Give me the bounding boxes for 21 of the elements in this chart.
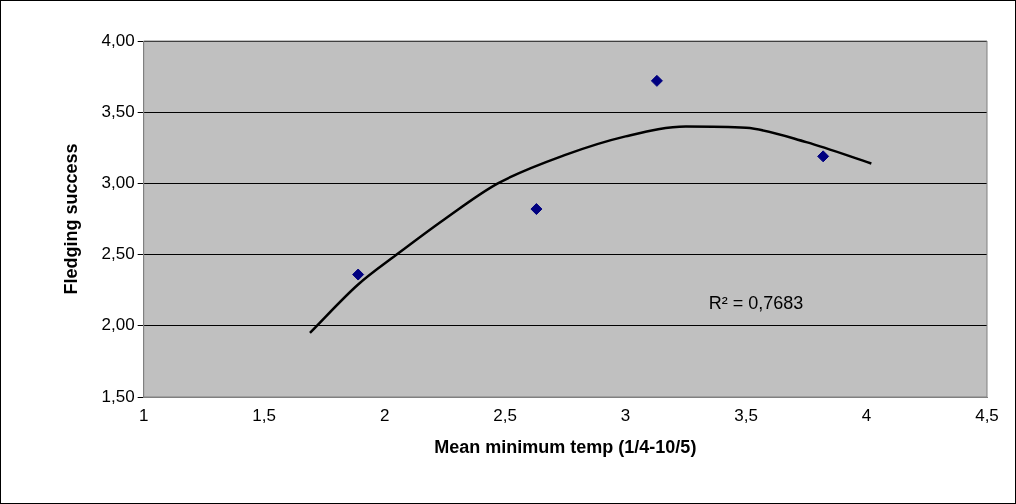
y-tick-label: 1,50 <box>101 386 135 406</box>
x-tick-label: 3 <box>620 405 631 425</box>
annotation: R² = 0,7683 <box>708 293 804 314</box>
x-tick-label: 1 <box>138 405 149 425</box>
x-tick-label: 4,5 <box>975 405 999 425</box>
y-tick-label: 2,00 <box>101 315 135 335</box>
y-tick-label: 4,00 <box>101 30 135 50</box>
x-tick-label: 3,5 <box>734 405 758 425</box>
point <box>530 203 543 216</box>
x-tick-label: 2 <box>379 405 390 425</box>
point <box>817 150 830 163</box>
point <box>650 74 663 87</box>
point <box>352 268 365 281</box>
y-axis-title: Fledging success <box>60 143 81 295</box>
y-tick-label: 2,50 <box>101 244 135 264</box>
x-tick-label: 1,5 <box>252 405 276 425</box>
x-axis-title: Mean minimum temp (1/4-10/5) <box>434 437 697 458</box>
x-tick-label: 2,5 <box>493 405 517 425</box>
y-tick-label: 3,50 <box>101 101 135 121</box>
y-tick-label: 3,00 <box>101 173 135 193</box>
x-tick-label: 4 <box>861 405 872 425</box>
